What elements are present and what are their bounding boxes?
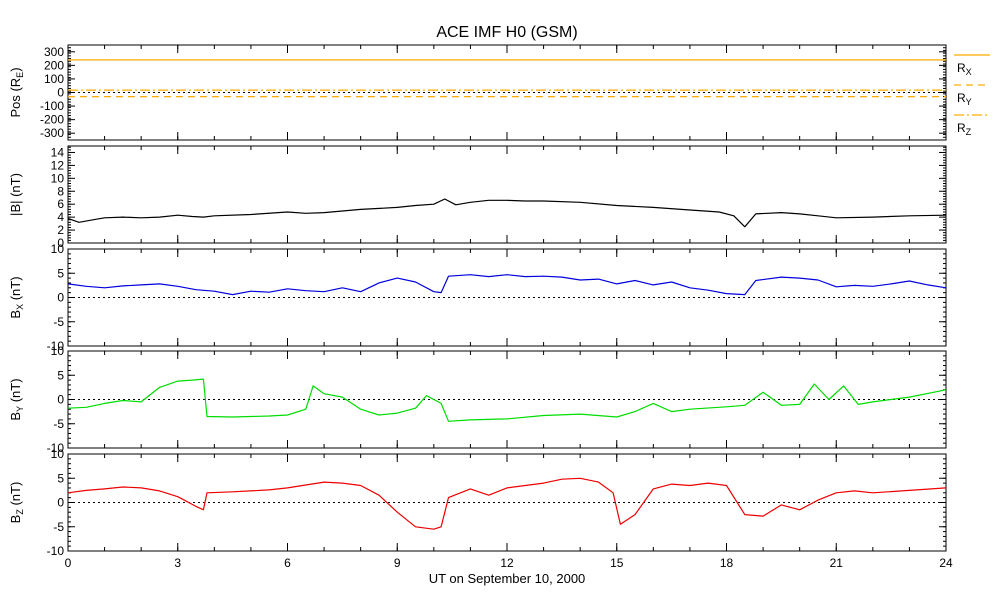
y-axis-label: |B| (nT) [8,173,23,216]
y-tick-label: 200 [44,58,64,72]
x-tick-label: 0 [65,556,72,570]
x-tick-label: 6 [284,556,291,570]
y-tick-label: 10 [51,242,65,256]
y-tick-label: 5 [57,471,64,485]
y-label-main: B [8,515,23,524]
y-tick-label: -10 [47,339,65,353]
y-label-main: Pos (R [8,78,23,118]
y-label-main: B [8,310,23,319]
y-label-end: ) [8,67,23,71]
y-axis-label: Pos (RE) [8,67,25,117]
panel-by: -10 -5 0 5 10 BY (nT) [8,344,947,455]
y-tick-label: -5 [53,520,64,534]
y-label-end: (nT) [8,482,23,509]
x-tick-label: 24 [939,556,953,570]
y-tick-label: 300 [44,45,64,59]
legend-name: R [957,121,966,135]
panel-bx: -10 -5 0 5 10 BX (nT) [8,242,947,353]
legend-label: RX [957,61,972,77]
y-tick-label: 12 [51,158,65,172]
x-tick-label: 21 [830,556,844,570]
legend-name: R [957,91,966,105]
y-tick-label: -300 [40,126,64,140]
y-label-main: |B| (nT) [8,173,23,216]
y-axis-label: BY (nT) [8,378,25,420]
y-axis-label: BZ (nT) [8,482,25,524]
legend-label: RZ [957,121,972,137]
y-tick-label: -200 [40,113,64,127]
y-label-sub: X [15,304,25,310]
legend-sub: X [966,67,972,77]
y-label-end: (nT) [8,378,23,405]
y-tick-label: 4 [57,210,64,224]
series-line-bx-0 [67,274,947,296]
y-tick-label: 0 [57,291,64,305]
y-tick-label: -5 [53,417,64,431]
y-tick-label: -100 [40,99,64,113]
series-line-by-0 [67,378,947,422]
y-tick-label: 100 [44,72,64,86]
legend-sub: Y [966,97,972,107]
legend-sub: Z [966,127,972,137]
y-tick-label: 8 [57,184,64,198]
x-axis-label: UT on September 10, 2000 [429,571,586,586]
series-line-bz-0 [67,477,947,530]
y-tick-label: -10 [47,544,65,558]
y-axis-label: BX (nT) [8,276,25,318]
legend-name: R [957,61,966,75]
figure-title: ACE IMF H0 (GSM) [436,24,577,41]
y-tick-label: 14 [51,145,65,159]
x-tick-label: 9 [394,556,401,570]
y-tick-label: 10 [51,344,65,358]
y-label-sub: E [15,72,25,78]
y-tick-label: 0 [57,236,64,250]
y-tick-label: 5 [57,368,64,382]
x-tick-label: 12 [500,556,514,570]
y-label-main: B [8,412,23,421]
y-tick-label: 5 [57,266,64,280]
x-tick-label: 15 [610,556,624,570]
y-tick-label: 10 [51,447,65,461]
y-tick-label: 2 [57,223,64,237]
y-label-sub: Z [15,509,25,515]
x-tick-label: 18 [720,556,734,570]
y-tick-label: 0 [57,86,64,100]
series-line-btot-0 [67,198,947,228]
y-tick-label: 0 [57,496,64,510]
legend-label: RY [957,91,972,107]
y-tick-label: 0 [57,393,64,407]
x-tick-label: 3 [174,556,181,570]
y-label-end: (nT) [8,276,23,303]
y-tick-label: 10 [51,171,65,185]
panel-bz: -10 -5 0 5 10 BZ (nT) [8,447,947,558]
y-tick-label: -10 [47,441,65,455]
y-tick-label: 6 [57,197,64,211]
y-label-sub: Y [15,406,25,412]
y-tick-label: -5 [53,315,64,329]
